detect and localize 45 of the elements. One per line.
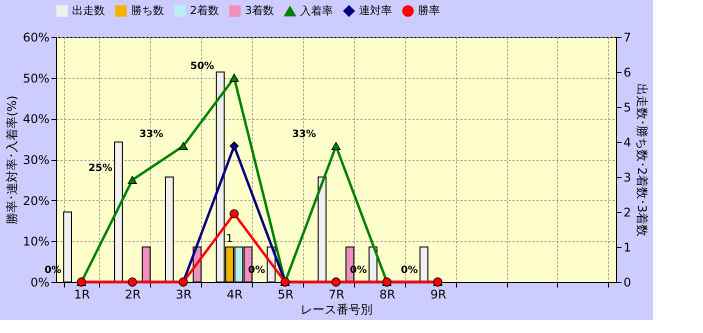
y-tick-label: 20% [22,194,50,208]
x-tick-label: 8R [379,288,396,302]
data-label: 1 [226,232,234,245]
legend-label: 勝率 [418,4,440,17]
legend-label: 勝ち数 [131,4,164,17]
y-axis-title: 勝率･連対率･入着率(%) [4,96,19,224]
x-axis-title: レース番号別 [300,302,372,316]
point [230,74,239,82]
point [128,176,137,184]
point [178,142,188,150]
legend-label: 3着数 [245,4,274,17]
data-label: 50% [190,60,214,72]
point [230,141,239,151]
y2-tick-label: 4 [624,136,632,150]
y2-tick-label: 1 [624,240,632,254]
y-tick-label: 0% [30,276,50,290]
legend-label: 連対率 [359,4,392,17]
point [230,209,239,218]
y2-axis-title: 出走数･勝ち数･2着数･3着数 [635,83,650,237]
x-tick-label: 5R [278,288,294,302]
y2-tick-label: 5 [624,100,632,114]
point [331,142,341,150]
x-tick-label: 1R [74,288,90,302]
x-tick-label: 3R [176,288,192,302]
y2-tick-label: 2 [624,206,632,220]
y-tick-label: 40% [22,112,50,126]
x-tick-label: 4R [226,288,243,302]
y-tick-label: 10% [22,234,50,249]
legend-label: 出走数 [72,4,105,17]
data-label: 25% [88,162,112,174]
y2-tick-label: 6 [624,66,632,80]
y2-tick-label: 3 [624,170,632,184]
x-tick-label: 2R [124,288,141,302]
data-label: 0% [400,265,418,276]
legend-label: 2着数 [190,4,219,17]
x-tick-label: 7R [328,288,344,302]
y-tick-label: 50% [22,71,50,86]
legend-label: 入着率 [300,4,333,18]
y2-tick-label: 0 [624,276,632,290]
y2-tick-label: 7 [624,30,632,44]
x-tick-label: 9R [430,288,446,302]
data-label: 33% [292,129,316,140]
y-tick-label: 60% [22,30,50,44]
data-label: 33% [139,129,164,140]
y-tick-label: 30% [22,153,50,167]
